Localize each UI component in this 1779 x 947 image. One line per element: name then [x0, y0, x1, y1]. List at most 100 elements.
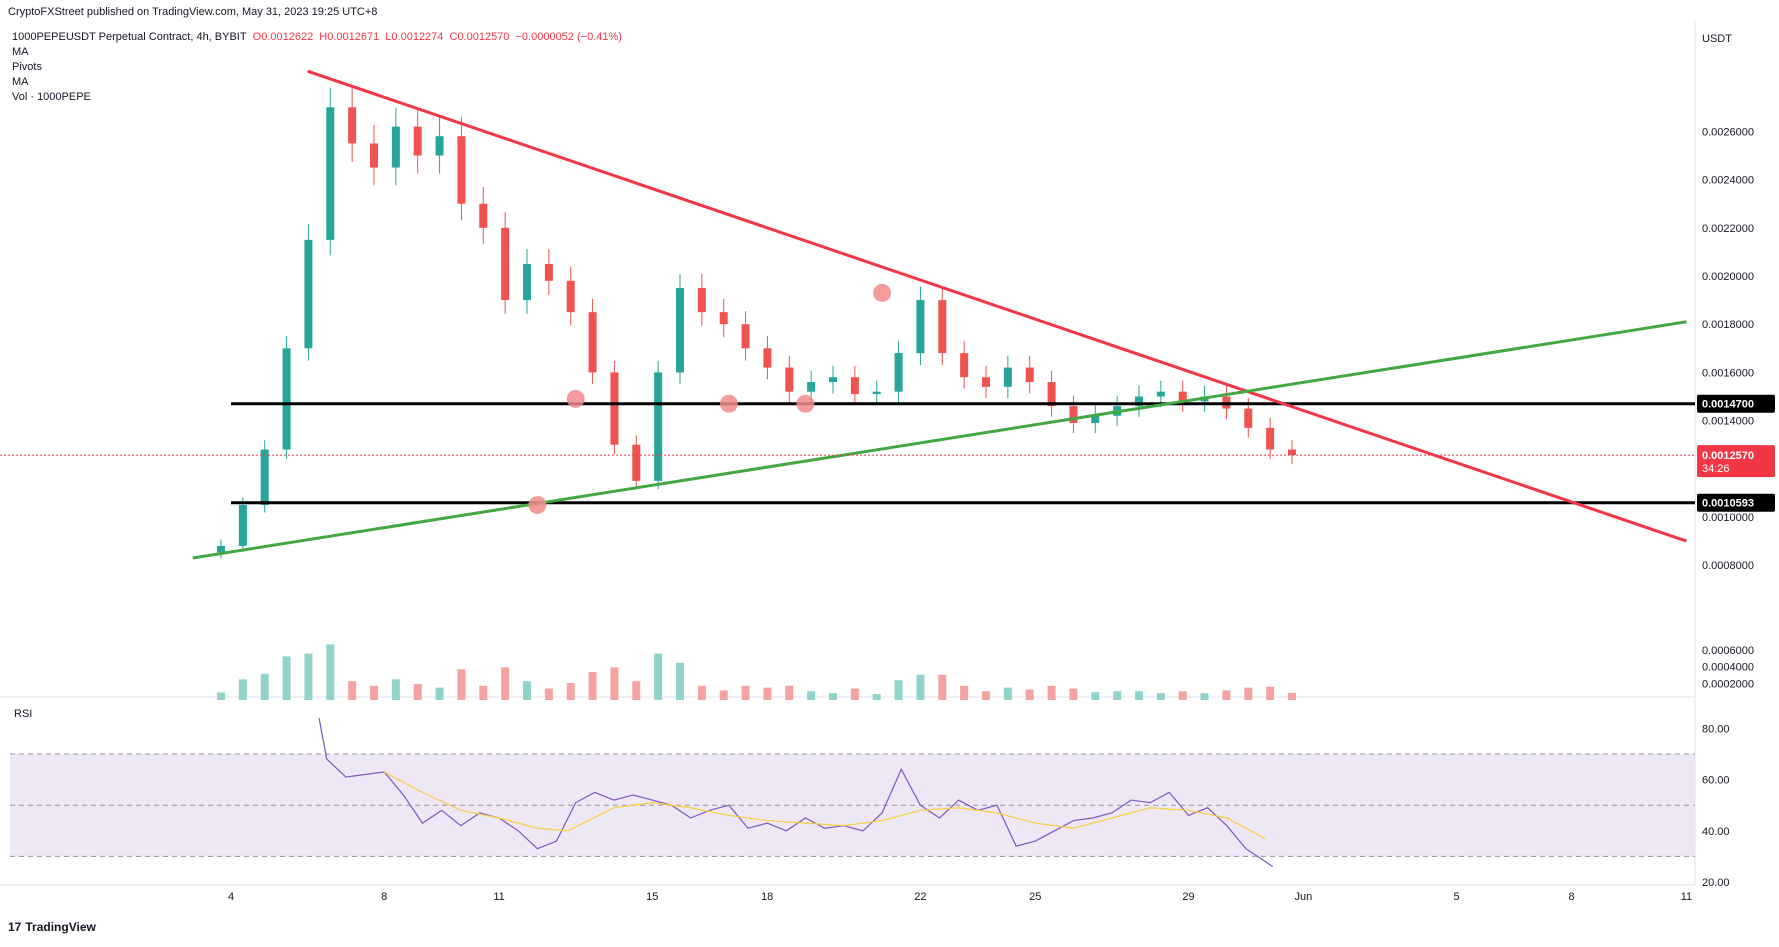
volume-bar — [370, 685, 378, 700]
rsi-tick-label: 60.00 — [1702, 775, 1730, 787]
candle-body — [1244, 408, 1253, 428]
ohlc-row: 1000PEPEUSDT Perpetual Contract, 4h, BYB… — [12, 30, 625, 45]
tradingview-wordmark: TradingView — [25, 920, 96, 934]
volume-bar — [741, 685, 750, 700]
x-tick-label: 29 — [1182, 891, 1194, 903]
indicator-pivots[interactable]: Pivots — [12, 61, 42, 73]
volume-bar — [916, 674, 925, 700]
change-value: −0.0000052 (−0.41%) — [515, 31, 622, 43]
volume-bar — [807, 691, 816, 700]
volume-bar — [282, 656, 291, 700]
price-tick-label: 0.0020000 — [1702, 271, 1754, 283]
close-value: C0.0012570 — [449, 31, 510, 43]
candle-body — [982, 377, 990, 387]
candle-body — [501, 227, 510, 301]
x-tick-label: 18 — [761, 891, 773, 903]
candle-body — [1069, 406, 1078, 424]
volume-bar — [1135, 691, 1143, 700]
candle-body — [326, 107, 335, 240]
volume-bar — [1113, 691, 1122, 700]
price-tick-label: 0.0006000 — [1702, 645, 1754, 657]
x-tick-label: 11 — [1681, 891, 1692, 903]
price-tick-label: 0.0024000 — [1702, 175, 1754, 187]
touch-marker — [566, 389, 585, 408]
candle-body — [1288, 449, 1296, 456]
volume-bar — [1178, 691, 1187, 700]
candle-body — [348, 107, 357, 144]
rsi-tick-label: 40.00 — [1702, 826, 1730, 838]
volume-bar — [1003, 687, 1012, 700]
candle-body — [850, 377, 859, 395]
x-tick-label: 25 — [1029, 891, 1041, 903]
candle-body — [938, 300, 947, 354]
price-tick-label: 0.0018000 — [1702, 319, 1754, 331]
candle-body — [282, 348, 291, 450]
current-price-tag — [1697, 445, 1775, 478]
volume-bar — [1200, 693, 1209, 700]
price-tick-label: 0.0016000 — [1702, 367, 1754, 379]
volume-bar — [785, 685, 794, 700]
x-tick-label: 8 — [381, 891, 387, 903]
volume-bar — [457, 669, 466, 700]
candle-body — [1266, 427, 1275, 450]
candle-body — [1025, 367, 1034, 383]
volume-bar — [1288, 692, 1296, 700]
volume-bar — [654, 653, 663, 700]
indicator-volume[interactable]: Vol · 1000PEPE — [12, 91, 91, 103]
candle-body — [1047, 382, 1056, 407]
volume-bar — [523, 681, 531, 700]
candle-body — [676, 288, 684, 373]
chart-legend: 1000PEPEUSDT Perpetual Contract, 4h, BYB… — [12, 30, 625, 105]
rsi-pane-label[interactable]: RSI — [14, 708, 33, 720]
indicator-ma-2[interactable]: MA — [12, 76, 29, 88]
candle-body — [413, 126, 422, 156]
open-value: O0.0012622 — [252, 31, 314, 43]
x-tick-label: 5 — [1454, 891, 1460, 903]
candle-body — [610, 372, 619, 445]
symbol-title[interactable]: 1000PEPEUSDT Perpetual Contract, 4h, BYB… — [12, 31, 247, 43]
volume-bar — [1222, 690, 1231, 700]
candle-body — [894, 353, 903, 392]
volume-bar — [850, 688, 859, 700]
volume-bar — [544, 688, 553, 700]
touch-marker — [528, 495, 547, 514]
x-tick-label: Jun — [1295, 891, 1313, 903]
price-tick-label: 0.0010000 — [1702, 512, 1754, 524]
candle-body — [697, 288, 706, 313]
candle-body — [544, 263, 553, 281]
candle-body — [238, 504, 247, 546]
level-price-label: 0.0010593 — [1702, 498, 1754, 510]
candle-body — [457, 136, 466, 204]
candle-body — [960, 353, 969, 378]
candle-body — [217, 545, 225, 553]
candle-body — [785, 367, 794, 392]
volume-bar — [982, 691, 990, 700]
indicator-ma-1[interactable]: MA — [12, 46, 29, 58]
price-tick-label: 0.0022000 — [1702, 223, 1754, 235]
rsi-tick-label: 20.00 — [1702, 877, 1730, 889]
tradingview-branding: 17 TradingView — [8, 920, 96, 934]
candle-body — [1091, 415, 1100, 424]
volume-bar — [1047, 685, 1056, 700]
volume-bar — [479, 685, 488, 700]
volume-bar — [632, 681, 641, 700]
x-tick-label: 11 — [493, 891, 504, 903]
candle-body — [916, 300, 925, 354]
candle-body — [260, 449, 269, 505]
candle-body — [1156, 391, 1165, 397]
price-tick-label: 0.0008000 — [1702, 560, 1754, 572]
volume-bar — [348, 681, 357, 700]
volume-bar — [872, 694, 881, 700]
high-value: H0.0012671 — [319, 31, 380, 43]
x-tick-label: 22 — [914, 891, 926, 903]
candle-body — [654, 372, 663, 481]
volume-bar — [217, 692, 225, 700]
candle-body — [807, 382, 816, 392]
candle-body — [741, 324, 750, 349]
volume-bar — [1156, 693, 1165, 700]
candle-body — [479, 203, 488, 228]
volume-bar — [1266, 686, 1275, 700]
candle-body — [719, 312, 728, 325]
candle-body — [391, 126, 400, 168]
